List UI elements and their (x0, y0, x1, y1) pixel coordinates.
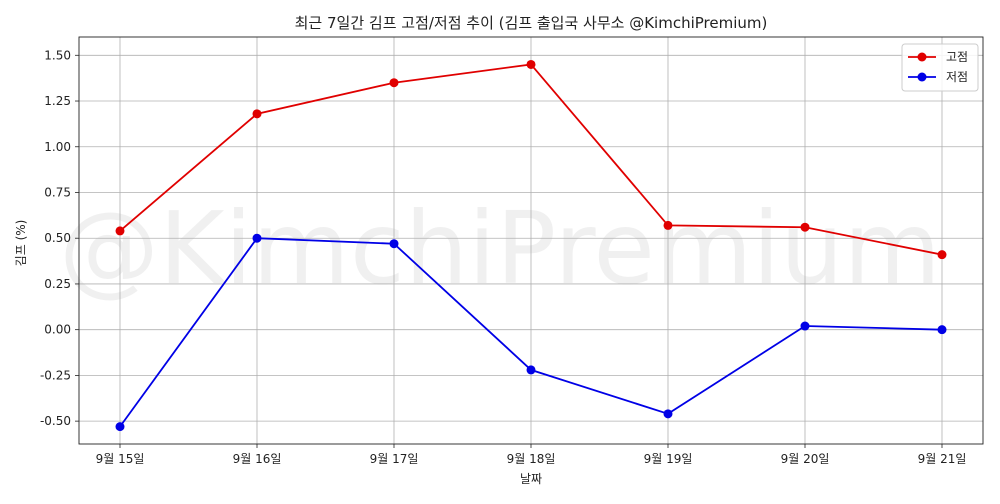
data-point (252, 109, 262, 119)
chart-watermark: @KimchiPremium (59, 190, 941, 307)
y-tick-label: -0.25 (40, 368, 71, 382)
x-tick-label: 9월 19일 (644, 452, 693, 466)
y-tick-label: 1.50 (44, 48, 71, 62)
data-point (115, 422, 125, 432)
legend-item: 저점 (908, 70, 968, 84)
x-axis-label: 날짜 (520, 472, 542, 486)
data-point (252, 233, 262, 243)
y-tick-label: 0.50 (44, 231, 71, 245)
data-point (526, 365, 536, 375)
data-point (663, 409, 673, 419)
axes: -0.50 -0.25 0.00 0.25 0.50 0.75 1.00 1.25 1.50 9월… (40, 36, 984, 466)
data-point (937, 325, 947, 335)
legend-marker (917, 52, 927, 62)
data-point (115, 226, 125, 236)
x-tick-label: 9월 21일 (918, 452, 967, 466)
x-tick-label: 9월 20일 (781, 452, 830, 466)
legend-item: 고점 (908, 50, 968, 64)
data-point (526, 59, 536, 69)
x-tick-label: 9월 16일 (233, 452, 282, 466)
x-tick-label: 9월 18일 (507, 452, 556, 466)
plot-frame (78, 36, 984, 445)
data-point (800, 321, 810, 331)
grid-lines (79, 37, 983, 444)
legend-label: 저점 (946, 70, 968, 84)
series-low (115, 233, 947, 432)
series-lines (115, 59, 947, 432)
y-axis-label: 김프 (%) (14, 220, 28, 267)
y-tick-label: 1.25 (44, 94, 71, 108)
data-point (389, 78, 399, 88)
y-tick-label: -0.50 (40, 414, 71, 428)
data-point (389, 239, 399, 249)
x-tick-label: 9월 15일 (96, 452, 145, 466)
legend-label: 고점 (946, 50, 968, 64)
series-high (115, 59, 947, 260)
data-point (800, 222, 810, 232)
legend-marker (917, 72, 927, 82)
y-tick-label: 0.75 (44, 185, 71, 199)
y-tick-label: 0.25 (44, 277, 71, 291)
data-point (937, 250, 947, 260)
y-tick-label: 1.00 (44, 140, 71, 154)
x-tick-label: 9월 17일 (370, 452, 419, 466)
y-tick-label: 0.00 (44, 323, 71, 337)
data-point (663, 220, 673, 230)
chart-title: 최근 7일간 김프 고점/저점 추이 (김프 출입국 사무소 @KimchiPr… (295, 14, 768, 32)
